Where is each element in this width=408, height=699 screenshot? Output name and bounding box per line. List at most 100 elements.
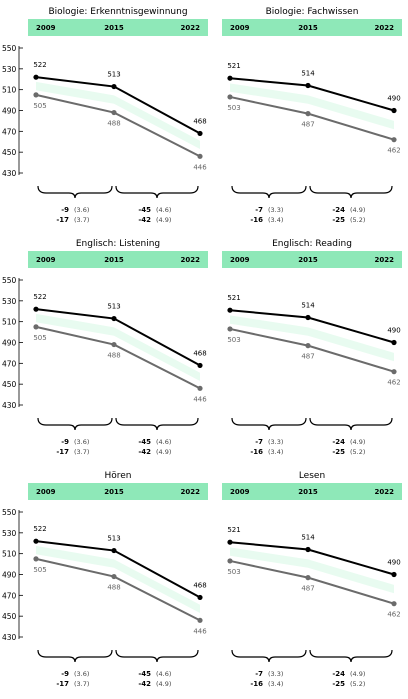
data-point <box>227 558 233 564</box>
difference-value: -25 <box>332 448 345 456</box>
chart-panel: Biologie: Fachwissen 2009 2015 2022 521 514 49… <box>222 7 402 224</box>
difference-se: (3.4) <box>268 216 283 224</box>
year-label: 2015 <box>298 256 318 264</box>
data-point <box>33 74 39 80</box>
data-point <box>33 324 39 330</box>
data-label: 490 <box>387 327 400 335</box>
data-point <box>227 539 233 545</box>
year-label: 2022 <box>375 488 395 496</box>
year-label: 2022 <box>375 256 395 264</box>
brace <box>37 417 113 431</box>
data-point <box>197 385 203 391</box>
difference-se: (5.2) <box>350 680 365 688</box>
data-point <box>111 315 117 322</box>
data-point <box>227 75 233 81</box>
brace <box>115 649 199 663</box>
difference-se: (4.9) <box>350 206 365 214</box>
data-point <box>305 343 311 349</box>
data-point <box>391 369 397 375</box>
data-label: 488 <box>107 584 120 592</box>
chart-title: Englisch: Listening <box>76 239 160 249</box>
y-tick-label: 510 <box>2 318 17 327</box>
data-label: 521 <box>227 294 240 302</box>
year-label: 2009 <box>230 488 250 496</box>
y-tick-label: 550 <box>2 276 17 285</box>
brace <box>231 649 307 663</box>
trend-ribbon <box>230 83 394 130</box>
data-point <box>111 573 117 580</box>
difference-se: (4.9) <box>350 438 365 446</box>
data-point <box>391 601 397 607</box>
data-point <box>227 326 233 332</box>
difference-value: -17 <box>56 680 69 688</box>
difference-se: (5.2) <box>350 448 365 456</box>
chart-title: Hören <box>104 471 131 481</box>
data-point <box>305 314 311 321</box>
data-point <box>197 130 203 137</box>
chart-title: Biologie: Fachwissen <box>266 7 359 17</box>
brace <box>37 185 113 199</box>
year-label: 2022 <box>375 24 395 32</box>
year-band <box>28 483 208 500</box>
trend-ribbon <box>36 81 200 150</box>
data-label: 487 <box>301 585 314 593</box>
data-point <box>305 575 311 581</box>
data-point <box>111 341 117 348</box>
y-tick-label: 470 <box>2 591 17 600</box>
trend-ribbon <box>36 313 200 382</box>
data-point <box>227 307 233 313</box>
data-label: 521 <box>227 526 240 534</box>
difference-value: -25 <box>332 216 345 224</box>
data-point <box>227 94 233 100</box>
data-point <box>33 556 39 562</box>
brace <box>231 185 307 199</box>
difference-value: -24 <box>332 670 345 678</box>
difference-value: -45 <box>138 206 151 214</box>
difference-se: (4.6) <box>156 206 171 214</box>
y-tick-label: 490 <box>2 571 17 580</box>
year-label: 2015 <box>298 488 318 496</box>
difference-se: (3.7) <box>74 216 89 224</box>
trend-ribbon <box>36 545 200 614</box>
y-tick-label: 490 <box>2 107 17 116</box>
difference-se: (3.7) <box>74 680 89 688</box>
year-band <box>222 251 402 268</box>
difference-value: -24 <box>332 438 345 446</box>
data-point <box>33 306 39 312</box>
difference-value: -17 <box>56 448 69 456</box>
data-label: 513 <box>107 303 120 311</box>
year-band <box>222 483 402 500</box>
data-point <box>111 547 117 554</box>
data-label: 487 <box>301 353 314 361</box>
data-label: 446 <box>193 163 207 171</box>
difference-se: (3.3) <box>268 438 283 446</box>
difference-value: -7 <box>255 670 263 678</box>
y-tick-label: 530 <box>2 529 17 538</box>
data-point <box>391 571 397 578</box>
data-label: 490 <box>387 95 400 103</box>
year-label: 2022 <box>181 488 201 496</box>
chart-panel: Biologie: Erkenntnisgewinnung 2009 2015 202… <box>2 7 208 224</box>
difference-se: (4.9) <box>350 670 365 678</box>
difference-se: (4.6) <box>156 670 171 678</box>
data-label: 462 <box>387 611 400 619</box>
year-label: 2009 <box>230 24 250 32</box>
difference-value: -45 <box>138 438 151 446</box>
difference-se: (3.4) <box>268 680 283 688</box>
y-tick-label: 450 <box>2 380 17 389</box>
difference-value: -16 <box>250 216 263 224</box>
year-label: 2015 <box>104 488 124 496</box>
y-tick-label: 530 <box>2 297 17 306</box>
data-label: 487 <box>301 121 314 129</box>
difference-se: (3.6) <box>74 438 89 446</box>
data-label: 522 <box>33 61 46 69</box>
difference-se: (4.9) <box>156 448 171 456</box>
data-label: 522 <box>33 293 46 301</box>
brace <box>309 185 393 199</box>
year-label: 2015 <box>298 24 318 32</box>
y-tick-label: 450 <box>2 148 17 157</box>
y-tick-label: 430 <box>2 401 17 410</box>
difference-se: (3.7) <box>74 448 89 456</box>
difference-se: (3.6) <box>74 206 89 214</box>
